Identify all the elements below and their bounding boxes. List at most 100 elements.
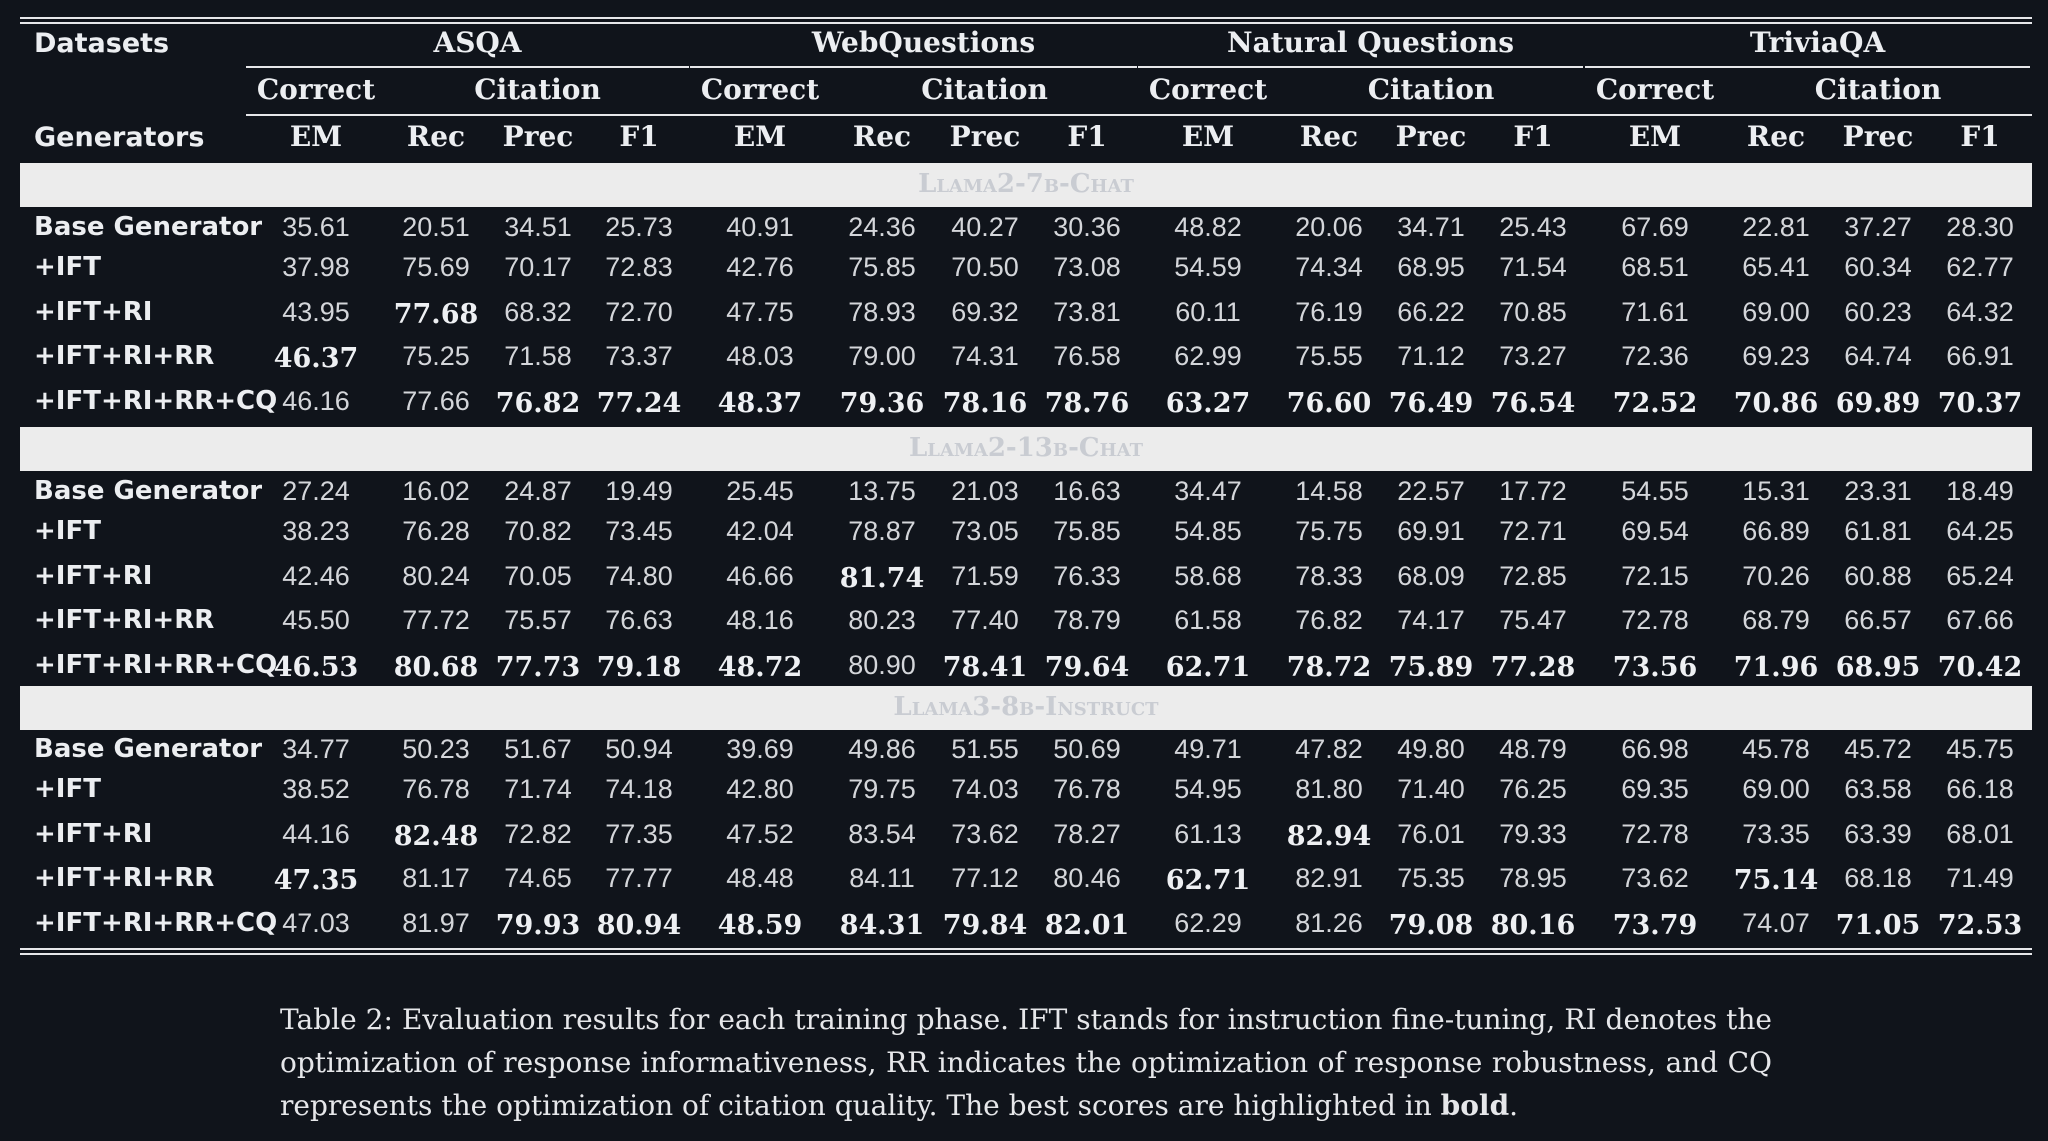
best-score-cell: 46.53 bbox=[273, 652, 359, 683]
best-score-cell: 48.59 bbox=[717, 910, 803, 941]
score-cell: 42.04 bbox=[726, 516, 794, 546]
score-cell: 71.40 bbox=[1397, 774, 1465, 804]
best-score-cell: 77.24 bbox=[596, 388, 682, 419]
best-score-cell: 71.05 bbox=[1835, 910, 1921, 941]
score-cell: 13.75 bbox=[848, 476, 916, 506]
row-label: Base Generator bbox=[34, 734, 263, 764]
score-cell: 23.31 bbox=[1844, 476, 1912, 506]
best-score-cell: 80.68 bbox=[393, 652, 479, 683]
metric-header: F1 bbox=[1067, 120, 1107, 153]
section-title: Llama2-7b-Chat bbox=[918, 169, 1134, 199]
score-cell: 25.45 bbox=[726, 476, 794, 506]
score-cell: 75.55 bbox=[1295, 341, 1363, 371]
best-score-cell: 82.48 bbox=[393, 821, 479, 852]
score-cell: 45.78 bbox=[1742, 734, 1810, 764]
score-cell: 45.50 bbox=[282, 605, 350, 635]
row-label: +IFT bbox=[34, 252, 101, 282]
score-cell: 61.58 bbox=[1174, 605, 1242, 635]
score-cell: 68.18 bbox=[1844, 863, 1912, 893]
metric-header: F1 bbox=[619, 120, 659, 153]
score-cell: 42.76 bbox=[726, 252, 794, 282]
best-score-cell: 76.60 bbox=[1286, 388, 1372, 419]
score-cell: 40.91 bbox=[726, 212, 794, 242]
score-cell: 75.69 bbox=[402, 252, 470, 282]
score-cell: 71.49 bbox=[1946, 863, 2014, 893]
score-cell: 71.74 bbox=[504, 774, 572, 804]
score-cell: 76.28 bbox=[402, 516, 470, 546]
best-score-cell: 70.42 bbox=[1937, 652, 2023, 683]
score-cell: 34.47 bbox=[1174, 476, 1242, 506]
score-cell: 48.16 bbox=[726, 605, 794, 635]
metric-header: Prec bbox=[949, 120, 1021, 153]
score-cell: 76.19 bbox=[1295, 297, 1363, 327]
score-cell: 16.63 bbox=[1053, 476, 1121, 506]
score-cell: 30.36 bbox=[1053, 212, 1121, 242]
score-cell: 79.00 bbox=[848, 341, 916, 371]
best-score-cell: 69.89 bbox=[1835, 388, 1921, 419]
row-label: +IFT+RI+RR bbox=[34, 863, 215, 893]
score-cell: 45.75 bbox=[1946, 734, 2014, 764]
row-label: Base Generator bbox=[34, 476, 263, 506]
section-band-0: Llama2-7b-Chat bbox=[20, 163, 2032, 207]
score-cell: 34.51 bbox=[504, 212, 572, 242]
score-cell: 70.17 bbox=[504, 252, 572, 282]
score-cell: 75.35 bbox=[1397, 863, 1465, 893]
best-score-cell: 79.18 bbox=[596, 652, 682, 683]
score-cell: 76.01 bbox=[1397, 819, 1465, 849]
row-label: +IFT+RI bbox=[34, 561, 153, 591]
score-cell: 25.43 bbox=[1499, 212, 1567, 242]
score-cell: 20.51 bbox=[402, 212, 470, 242]
score-cell: 15.31 bbox=[1742, 476, 1810, 506]
score-cell: 77.77 bbox=[605, 863, 673, 893]
score-cell: 78.95 bbox=[1499, 863, 1567, 893]
section-band-1: Llama2-13b-Chat bbox=[20, 427, 2032, 471]
best-score-cell: 79.36 bbox=[839, 388, 925, 419]
score-cell: 78.33 bbox=[1295, 561, 1363, 591]
best-score-cell: 48.37 bbox=[717, 388, 803, 419]
best-score-cell: 46.37 bbox=[273, 343, 359, 374]
score-cell: 63.39 bbox=[1844, 819, 1912, 849]
score-cell: 48.79 bbox=[1499, 734, 1567, 764]
score-cell: 78.93 bbox=[848, 297, 916, 327]
score-cell: 69.91 bbox=[1397, 516, 1465, 546]
score-cell: 64.74 bbox=[1844, 341, 1912, 371]
score-cell: 81.17 bbox=[402, 863, 470, 893]
score-cell: 73.62 bbox=[1621, 863, 1689, 893]
score-cell: 74.03 bbox=[951, 774, 1019, 804]
row-label: +IFT+RI bbox=[34, 297, 153, 327]
score-cell: 34.77 bbox=[282, 734, 350, 764]
score-cell: 76.78 bbox=[1053, 774, 1121, 804]
score-cell: 67.66 bbox=[1946, 605, 2014, 635]
score-cell: 72.78 bbox=[1621, 819, 1689, 849]
best-score-cell: 77.73 bbox=[495, 652, 581, 683]
score-cell: 47.82 bbox=[1295, 734, 1363, 764]
score-cell: 54.55 bbox=[1621, 476, 1689, 506]
score-cell: 38.23 bbox=[282, 516, 350, 546]
score-cell: 73.62 bbox=[951, 819, 1019, 849]
score-cell: 64.32 bbox=[1946, 297, 2014, 327]
best-score-cell: 84.31 bbox=[839, 910, 925, 941]
score-cell: 74.17 bbox=[1397, 605, 1465, 635]
best-score-cell: 75.89 bbox=[1388, 652, 1474, 683]
dataset-header: TriviaQA bbox=[1749, 26, 1886, 59]
score-cell: 73.08 bbox=[1053, 252, 1121, 282]
score-cell: 17.72 bbox=[1499, 476, 1567, 506]
best-score-cell: 72.52 bbox=[1612, 388, 1698, 419]
bottom-rule bbox=[20, 948, 2032, 950]
score-cell: 70.26 bbox=[1742, 561, 1810, 591]
score-cell: 75.57 bbox=[504, 605, 572, 635]
best-score-cell: 70.86 bbox=[1733, 388, 1819, 419]
score-cell: 49.80 bbox=[1397, 734, 1465, 764]
score-cell: 65.41 bbox=[1742, 252, 1810, 282]
best-score-cell: 82.94 bbox=[1286, 821, 1372, 852]
best-score-cell: 78.76 bbox=[1044, 388, 1130, 419]
row-label: +IFT bbox=[34, 774, 101, 804]
score-cell: 24.36 bbox=[848, 212, 916, 242]
score-cell: 80.24 bbox=[402, 561, 470, 591]
score-cell: 70.82 bbox=[504, 516, 572, 546]
score-cell: 39.69 bbox=[726, 734, 794, 764]
score-cell: 46.16 bbox=[282, 386, 350, 416]
row-label: +IFT+RI+RR+CQ bbox=[34, 650, 278, 680]
score-cell: 68.01 bbox=[1946, 819, 2014, 849]
score-cell: 51.67 bbox=[504, 734, 572, 764]
